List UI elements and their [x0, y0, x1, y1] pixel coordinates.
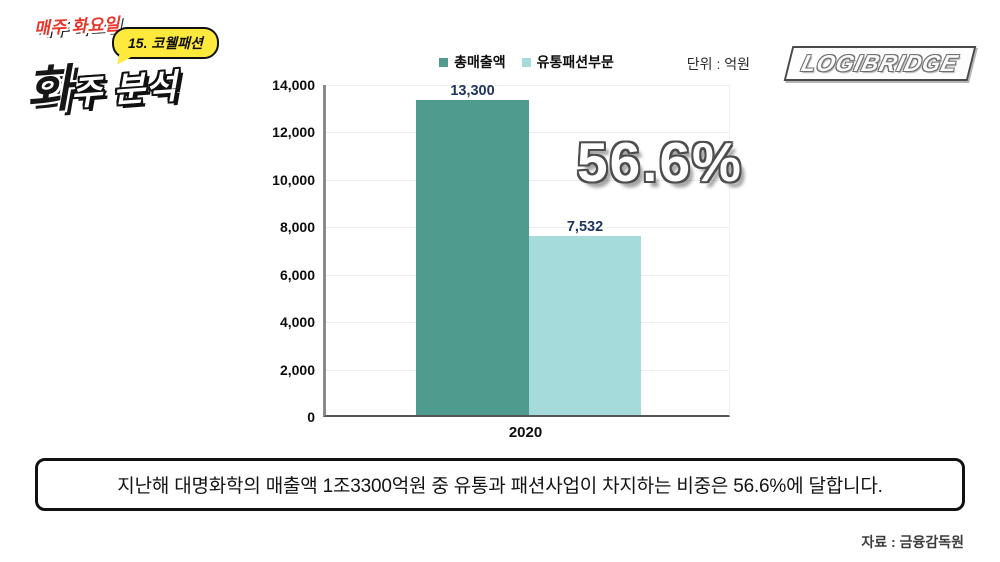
brand-logo-text: LOGIBRIDGE	[799, 50, 962, 76]
highlight-percentage: 56.6%	[577, 131, 743, 193]
bar-value-label: 7,532	[566, 219, 604, 235]
legend-item: 유통패션부문	[521, 52, 614, 72]
legend-label: 총매출액	[454, 54, 506, 70]
y-axis-tick-label: 0	[307, 409, 315, 425]
y-axis-tick-label: 10,000	[272, 171, 315, 188]
bar-fashion-division	[529, 236, 641, 415]
unit-label: 단위 : 억원	[686, 56, 750, 72]
show-title-first-char: 화	[24, 60, 73, 120]
episode-badge: 15. 코웰패션	[112, 27, 219, 59]
show-logo: 매주 화요일 15. 코웰패션 화주 분석	[25, 6, 276, 119]
legend-label: 유통패션부문	[536, 54, 614, 70]
y-axis-tick-label: 2,000	[279, 361, 315, 378]
legend-swatch-icon	[439, 57, 449, 67]
summary-text: 지난해 대명화학의 매출액 1조3300억원 중 유통과 패션사업이 차지하는 …	[117, 476, 883, 497]
summary-box: 지난해 대명화학의 매출액 1조3300억원 중 유통과 패션사업이 차지하는 …	[35, 458, 965, 511]
show-title-rest: 주 분석	[69, 67, 180, 114]
y-axis-tick-label: 14,000	[272, 77, 315, 93]
bar-value-label: 13,300	[450, 83, 495, 99]
chart-legend: 총매출액 유통패션부문	[323, 52, 730, 72]
y-axis-tick-label: 4,000	[279, 314, 315, 331]
bar-chart-plot-area: 13,300 7,532	[323, 83, 730, 417]
show-title: 화주 분석	[24, 41, 180, 123]
legend-item: 총매출액	[439, 52, 506, 72]
y-axis-tick-label: 12,000	[272, 124, 315, 141]
y-axis-tick-label: 8,000	[279, 219, 315, 236]
y-axis-tick-label: 6,000	[279, 266, 315, 283]
gridline	[326, 85, 729, 86]
x-axis-category-label: 2020	[508, 424, 543, 441]
legend-swatch-icon	[521, 57, 531, 67]
data-source-label: 자료 : 금융감독원	[861, 534, 964, 550]
bar-total-sales	[416, 100, 529, 415]
schedule-label: 매주 화요일	[33, 14, 121, 39]
brand-logo: LOGIBRIDGE	[783, 46, 977, 81]
